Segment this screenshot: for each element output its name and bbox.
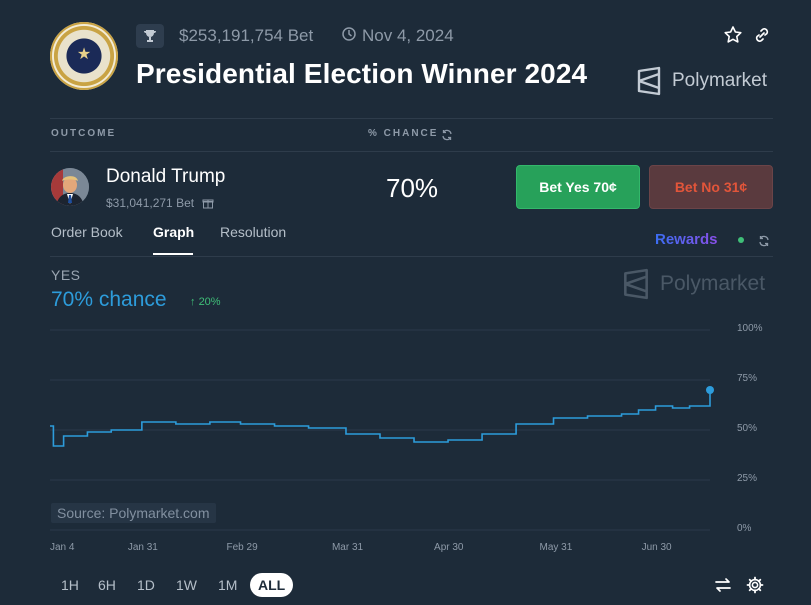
- column-header-outcome: OUTCOME: [51, 128, 117, 139]
- outcome-bet: $31,041,271 Bet: [106, 196, 195, 210]
- outcome-name: Donald Trump: [106, 166, 226, 187]
- active-tab-indicator: [153, 253, 193, 255]
- trophy-icon: [136, 24, 164, 48]
- range-6h-button[interactable]: 6H: [98, 577, 116, 593]
- range-1h-button[interactable]: 1H: [61, 577, 79, 593]
- x-tick-label: Jan 31: [127, 542, 158, 553]
- x-tick-label: Apr 30: [434, 542, 464, 553]
- divider: [50, 256, 773, 257]
- arrow-up-icon: ↑: [190, 296, 196, 308]
- x-tick-label: Feb 29: [226, 542, 258, 553]
- series-line: [50, 390, 711, 447]
- outcome-chance: 70%: [386, 173, 439, 203]
- x-tick-label: Jun 30: [641, 542, 672, 553]
- polymarket-icon: [637, 66, 661, 96]
- bet-no-button[interactable]: Bet No 31¢: [649, 165, 773, 209]
- source-label: Source: Polymarket.com: [51, 503, 216, 523]
- x-tick-label: Jan 4: [50, 542, 75, 553]
- presidential-seal-logo: ★: [50, 22, 118, 90]
- range-1d-button[interactable]: 1D: [137, 577, 155, 593]
- outcome-volume: $31,041,271 Bet: [106, 196, 214, 210]
- y-tick-label: 50%: [737, 423, 758, 434]
- divider: [50, 151, 773, 152]
- clock-icon: [342, 27, 356, 46]
- y-tick-label: 25%: [737, 473, 758, 484]
- range-1m-button[interactable]: 1M: [218, 577, 238, 593]
- change-indicator: ↑ 20%: [190, 296, 221, 308]
- end-date: Nov 4, 2024: [362, 26, 454, 45]
- link-icon[interactable]: [751, 24, 773, 46]
- outcome-label: YES: [51, 267, 81, 283]
- total-volume: $253,191,754 Bet: [179, 26, 314, 45]
- rewards-link[interactable]: Rewards: [655, 231, 718, 248]
- page-title: Presidential Election Winner 2024: [136, 58, 588, 89]
- y-tick-label: 75%: [737, 373, 758, 384]
- range-1w-button[interactable]: 1W: [176, 577, 197, 593]
- column-header-chance: % CHANCE: [368, 128, 439, 139]
- polymarket-icon: [624, 268, 648, 300]
- polymarket-watermark: Polymarket: [622, 268, 765, 300]
- current-price-point: [706, 386, 714, 394]
- divider: [50, 118, 773, 119]
- gift-icon: [202, 199, 214, 209]
- avatar: [51, 168, 89, 206]
- change-value: 20%: [198, 296, 221, 308]
- range-all-button[interactable]: ALL: [250, 573, 294, 597]
- watermark-text: Polymarket: [660, 272, 766, 295]
- bet-yes-button[interactable]: Bet Yes 70¢: [516, 165, 640, 209]
- y-tick-label: 0%: [737, 523, 752, 534]
- x-tick-label: May 31: [539, 542, 573, 553]
- x-tick-label: Mar 31: [331, 542, 364, 553]
- tab-order-book[interactable]: Order Book: [51, 224, 123, 240]
- polymarket-logo[interactable]: Polymarket: [636, 66, 767, 96]
- chance-readout: 70% chance: [51, 288, 167, 311]
- status-dot: [738, 237, 744, 243]
- refresh-icon[interactable]: [758, 234, 770, 252]
- y-tick-label: 100%: [737, 323, 763, 334]
- price-chart[interactable]: [50, 329, 731, 531]
- tab-graph[interactable]: Graph: [153, 224, 195, 240]
- star-icon[interactable]: [722, 24, 744, 46]
- swap-icon[interactable]: [714, 577, 732, 598]
- settings-gear-icon[interactable]: [746, 576, 764, 599]
- tab-resolution[interactable]: Resolution: [220, 224, 287, 240]
- refresh-icon[interactable]: [441, 128, 453, 146]
- brand-name: Polymarket: [672, 70, 768, 91]
